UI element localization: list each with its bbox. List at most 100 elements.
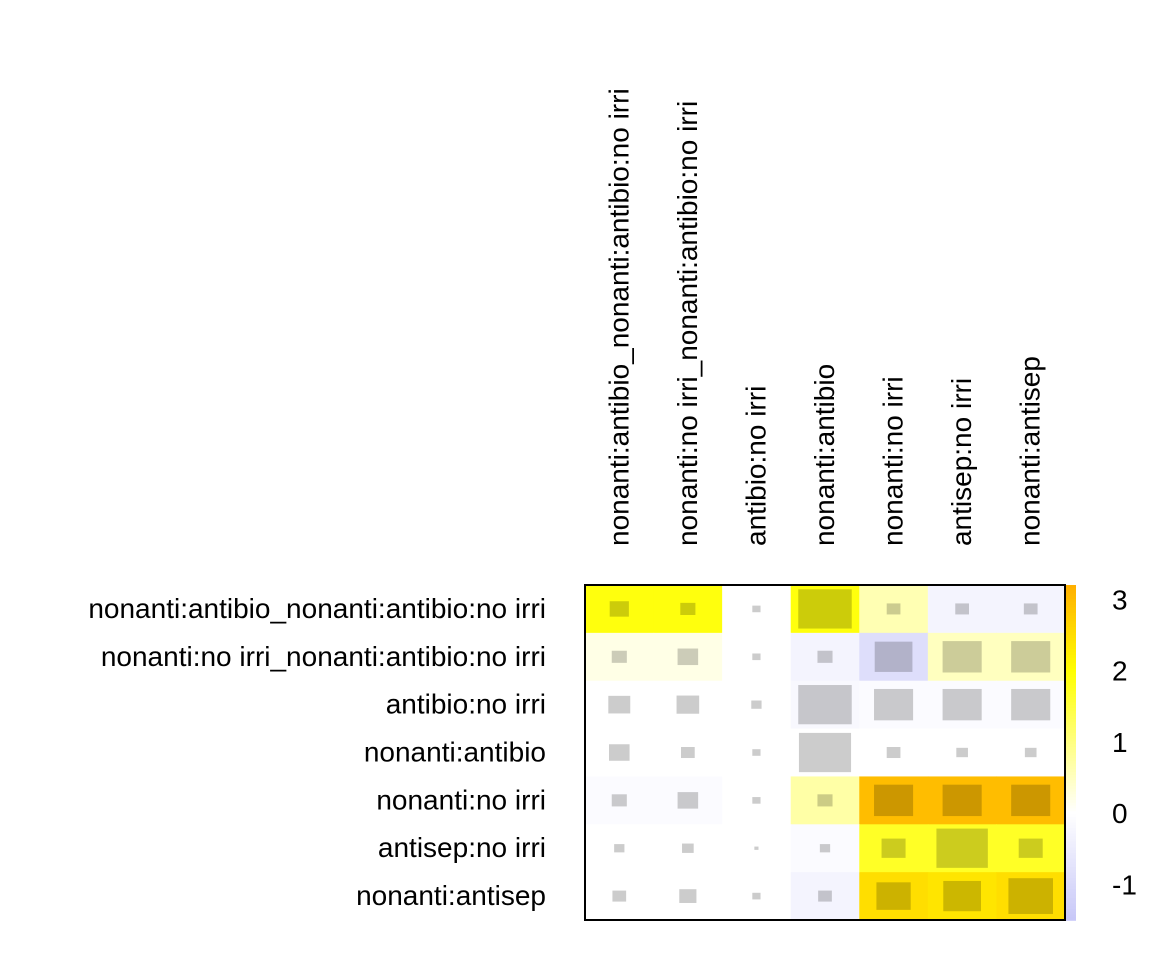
heatmap-inner-square [956, 747, 968, 758]
column-label: nonanti:antibio_nonanti:antibio:no irri [603, 88, 634, 546]
color-scale-segment [1066, 674, 1076, 678]
heatmap-inner-square [955, 603, 969, 615]
color-scale-segment [1066, 612, 1076, 617]
color-scale-segment [1066, 716, 1076, 720]
color-scale-segment [1066, 805, 1076, 810]
color-scale-segment [1066, 819, 1076, 824]
color-scale-segment [1066, 702, 1076, 706]
color-scale-tick-label: 2 [1112, 656, 1128, 687]
heatmap-inner-square [874, 641, 913, 672]
color-scale-segment [1066, 769, 1076, 773]
color-scale-segment [1066, 836, 1076, 840]
color-scale-segment [1066, 696, 1076, 701]
color-scale-segment [1066, 691, 1076, 695]
heatmap-inner-square [874, 688, 914, 721]
color-scale-segment [1066, 693, 1076, 698]
color-scale-segment [1066, 652, 1076, 656]
color-scale-segment [1066, 635, 1076, 639]
color-scale-segment [1066, 601, 1076, 606]
color-scale-segment [1066, 802, 1076, 807]
color-scale-segment [1066, 738, 1076, 743]
heatmap-inner-square [612, 890, 627, 902]
heatmap-inner-square [1023, 603, 1038, 615]
heatmap-inner-square [611, 794, 627, 807]
heatmap-inner-square [876, 882, 911, 910]
heatmap-inner-square [680, 602, 696, 615]
row-label: nonanti:antibio [364, 737, 546, 768]
color-scale-bar [1066, 585, 1076, 921]
column-label: antibio:no irri [740, 386, 771, 546]
heatmap-inner-square [874, 784, 914, 817]
color-scale-ticks: 3 2 1 0 -1 [1112, 584, 1137, 900]
color-scale-segment [1066, 593, 1076, 597]
color-scale-segment [1066, 903, 1076, 907]
color-scale-segment [1066, 596, 1076, 600]
color-scale-tick-label: 1 [1112, 727, 1128, 758]
heatmap-inner-square [817, 650, 833, 663]
heatmap-inner-square [1008, 878, 1053, 914]
heatmap-inner-square [677, 792, 699, 809]
column-label: nonanti:antibio [809, 364, 840, 546]
color-scale-segment [1066, 699, 1076, 704]
color-scale-segment [1066, 825, 1076, 829]
color-scale-segment [1066, 598, 1076, 603]
color-scale-segment [1066, 679, 1076, 684]
heatmap-inner-square [679, 889, 697, 903]
color-scale-segment [1066, 730, 1076, 734]
heatmap-inner-square [1011, 641, 1051, 673]
row-label: antisep:no irri [378, 832, 546, 863]
heatmap-inner-square [817, 794, 833, 807]
color-scale-segment [1066, 752, 1076, 757]
color-scale-segment [1066, 850, 1076, 854]
color-scale-segment [1066, 780, 1076, 785]
heatmap-inner-square [1011, 688, 1051, 721]
color-scale-segment [1066, 797, 1076, 801]
color-scale-segment [1066, 811, 1076, 815]
heatmap-inner-square [608, 744, 630, 761]
color-scale-segment [1066, 713, 1076, 718]
color-scale-segment [1066, 861, 1076, 865]
color-scale-segment [1066, 763, 1076, 768]
heatmap-inner-square [752, 797, 761, 804]
color-scale-segment [1066, 705, 1076, 709]
heatmap-inner-square [936, 828, 988, 868]
color-scale-segment [1066, 649, 1076, 653]
row-labels: nonanti:antibio_nonanti:antibio:no irri n… [88, 593, 546, 911]
color-scale-segment [1066, 864, 1076, 868]
column-label: nonanti:antisep [1015, 356, 1046, 546]
color-scale-segment [1066, 749, 1076, 754]
color-scale-segment [1066, 610, 1076, 614]
color-scale-segment [1066, 875, 1076, 879]
heatmap-inner-square [798, 685, 852, 725]
color-scale-segment [1066, 590, 1076, 595]
color-scale-segment [1066, 660, 1076, 664]
color-scale-segment [1066, 878, 1076, 882]
heatmap-inner-square [754, 846, 759, 850]
color-scale-segment [1066, 685, 1076, 690]
heatmap-inner-square [798, 589, 852, 629]
heatmap-inner-square [609, 601, 629, 617]
color-scale-segment [1066, 866, 1076, 871]
color-scale-segment [1066, 894, 1076, 899]
color-scale-segment [1066, 777, 1076, 782]
heatmap-inner-square [1011, 784, 1051, 817]
heatmap-inner-squares [608, 589, 1053, 914]
heatmap-inner-square [614, 844, 625, 853]
heatmap-inner-square [1024, 747, 1037, 758]
color-scale-segment [1066, 869, 1076, 874]
color-scale-segment [1066, 892, 1076, 896]
column-label: nonanti:no irri_nonanti:antibio:no irri [672, 101, 703, 546]
color-scale-segment [1066, 585, 1076, 589]
color-scale-segment [1066, 677, 1076, 681]
color-scale-segment [1066, 886, 1076, 891]
heatmap-inner-square [818, 890, 832, 902]
heatmap-inner-square [798, 732, 852, 773]
color-scale-segment [1066, 710, 1076, 715]
heatmap-inner-square [752, 892, 761, 900]
color-scale-segment [1066, 880, 1076, 885]
color-scale-segment [1066, 629, 1076, 634]
heatmap-inner-square [886, 603, 901, 615]
row-label: nonanti:no irri [376, 784, 546, 815]
color-scale-tick-label: 0 [1112, 798, 1128, 829]
